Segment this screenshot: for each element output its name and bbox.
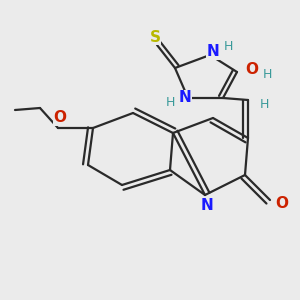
Text: N: N <box>207 44 219 59</box>
Text: N: N <box>178 91 191 106</box>
Text: H: H <box>259 98 269 110</box>
Text: O: O <box>275 196 289 211</box>
Text: N: N <box>201 197 213 212</box>
Text: H: H <box>262 68 272 80</box>
Text: O: O <box>245 62 259 77</box>
Text: S: S <box>149 29 161 44</box>
Text: O: O <box>53 110 67 125</box>
Text: H: H <box>165 95 175 109</box>
Text: H: H <box>223 40 233 53</box>
